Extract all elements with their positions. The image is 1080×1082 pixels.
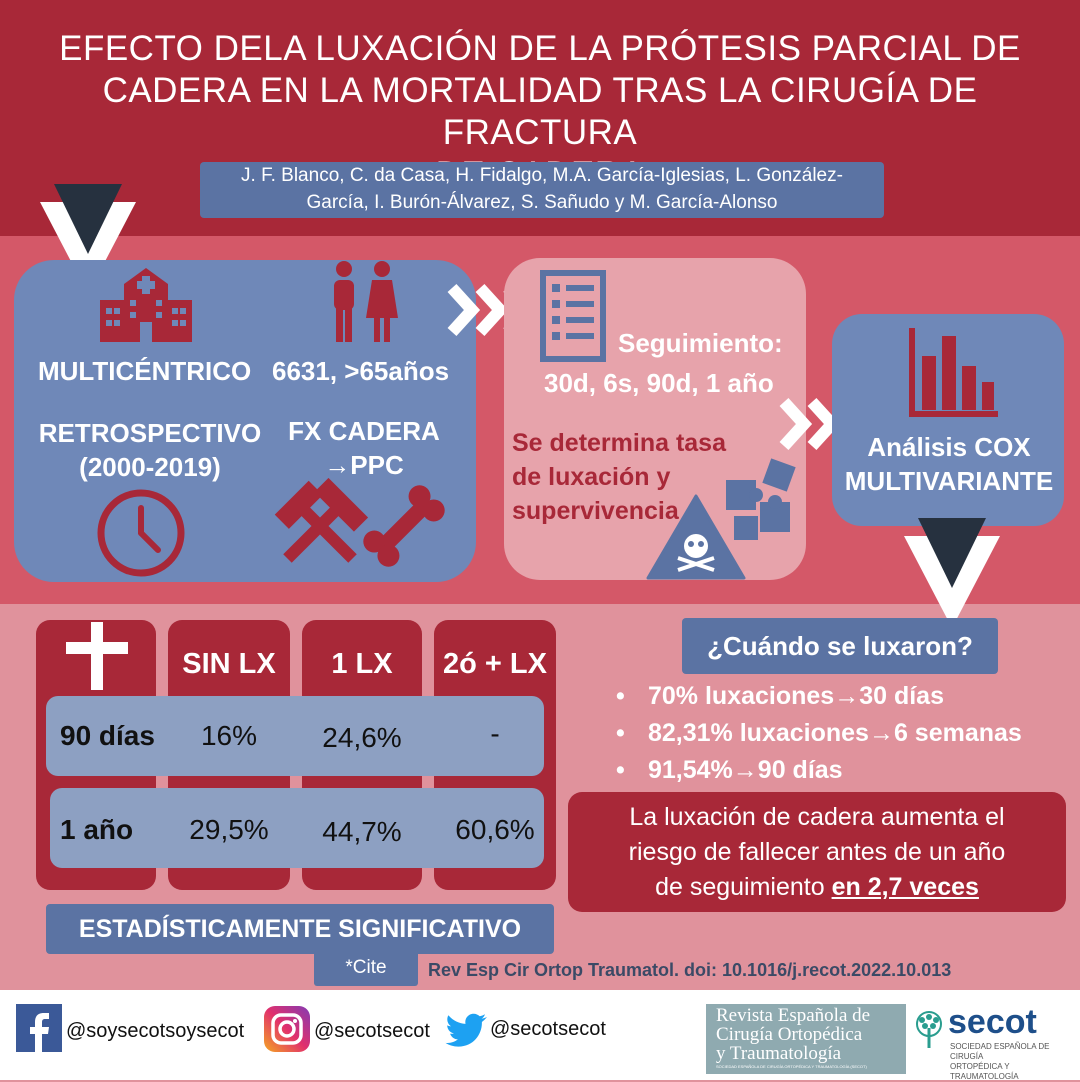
significance-banner: ESTADÍSTICAMENTE SIGNIFICATIVO — [46, 904, 554, 954]
journal-line-2: Cirugía Ortopédica — [716, 1024, 863, 1045]
instagram-handle[interactable]: @secotsecot — [314, 1020, 430, 1042]
journal-line-3: y Traumatología — [716, 1043, 842, 1064]
followup-label: Seguimiento: — [618, 328, 783, 358]
table-cell: 60,6% — [455, 814, 535, 845]
cite-button[interactable]: *Cite — [314, 950, 418, 986]
twitter-icon[interactable] — [442, 1012, 488, 1055]
analysis-line-2: MULTIVARIANTE — [844, 466, 1054, 496]
puzzle-icon — [720, 456, 810, 557]
authors-line-2: García, I. Burón-Álvarez, S. Sañudo y M.… — [306, 192, 778, 213]
title-line-2: CADERA EN LA MORTALIDAD TRAS LA CIRUGÍA … — [102, 71, 978, 152]
bar-chart-icon — [908, 326, 1000, 423]
followup-times: 30d, 6s, 90d, 1 año — [544, 368, 774, 398]
determine-text: Se determina tasa de luxación y superviv… — [512, 426, 772, 528]
determine-line-3: supervivencia — [512, 497, 679, 525]
secot-caption: SOCIEDAD ESPAÑOLA DE CIRUGÍA ORTOPÉDICA … — [950, 1042, 1080, 1082]
retrospective-title: RETROSPECTIVO — [38, 418, 262, 448]
row-label: 1 año — [60, 814, 134, 845]
retrospective-period: (2000-2019) — [79, 452, 221, 482]
list-item: 82,31% luxaciones→6 semanas — [616, 715, 1076, 752]
bone-icon — [358, 480, 450, 577]
conclusion-prefix: de seguimiento — [655, 873, 832, 901]
secot-tree-icon — [912, 1010, 946, 1055]
citation-reference: Rev Esp Cir Ortop Traumatol. doi: 10.101… — [428, 960, 952, 980]
hospital-icon — [98, 266, 194, 349]
determine-line-1: Se determina tasa — [512, 429, 726, 457]
journal-line-1: Revista Española de — [716, 1005, 871, 1026]
secot-logo-text: secot — [948, 1003, 1037, 1041]
retrospective-label: RETROSPECTIVO (2000-2019) — [38, 416, 262, 484]
sample-size-label: 6631, >65años — [272, 356, 450, 386]
multicenter-label: MULTICÉNTRICO — [38, 356, 252, 386]
table-cell: 24,6% — [322, 722, 402, 753]
cross-icon — [62, 620, 132, 697]
clock-icon — [96, 488, 186, 583]
fracture-line-1: FX CADERA — [288, 416, 440, 446]
list-item: 91,54%→90 días — [616, 752, 1076, 789]
column-header: 1 LX — [331, 648, 393, 680]
secot-caption-line-2: ORTOPÉDICA Y TRAUMATOLOGÍA — [950, 1062, 1019, 1081]
authors-box: J. F. Blanco, C. da Casa, H. Fidalgo, M.… — [200, 162, 884, 218]
chevron-down-icon — [904, 518, 1000, 633]
facebook-icon[interactable] — [16, 1004, 62, 1057]
column-header: 2ó + LX — [443, 648, 547, 680]
hazard-icon — [646, 494, 746, 585]
conclusion-line-1: La luxación de cadera aumenta el — [629, 803, 1005, 831]
secot-caption-line-1: SOCIEDAD ESPAÑOLA DE CIRUGÍA — [950, 1042, 1050, 1061]
title-line-1: EFECTO DELA LUXACIÓN DE LA PRÓTESIS PARC… — [59, 29, 1021, 68]
people-icon — [326, 260, 402, 349]
fracture-line-2: →PPC — [324, 450, 404, 480]
chevron-down-icon — [40, 184, 136, 299]
authors-line-1: J. F. Blanco, C. da Casa, H. Fidalgo, M.… — [241, 165, 843, 186]
analysis-line-1: Análisis COX — [867, 432, 1031, 462]
when-bullets: 70% luxaciones→30 días 82,31% luxaciones… — [616, 678, 1076, 789]
journal-logo: Revista Española de Cirugía Ortopédica y… — [706, 1004, 906, 1074]
table-cell: 44,7% — [322, 816, 402, 847]
table-row — [50, 788, 544, 868]
list-item: 70% luxaciones→30 días — [616, 678, 1076, 715]
table-cell: 29,5% — [189, 814, 269, 845]
column-header: SIN LX — [182, 648, 276, 680]
conclusion-line-2: riesgo de fallecer antes de un año — [628, 838, 1006, 866]
facebook-handle[interactable]: @soysecotsoysecot — [66, 1020, 245, 1042]
conclusion-box: La luxación de cadera aumenta el riesgo … — [568, 792, 1066, 912]
table-cell: - — [490, 718, 500, 749]
conclusion-emphasis: en 2,7 veces — [831, 873, 979, 901]
table-row — [46, 696, 544, 776]
conclusion-line-3: de seguimiento en 2,7 veces — [568, 870, 1066, 905]
table-cell: 16% — [200, 720, 258, 751]
analysis-label: Análisis COX MULTIVARIANTE — [836, 430, 1062, 498]
when-question: ¿Cuándo se luxaron? — [682, 618, 998, 674]
checklist-icon — [540, 270, 606, 367]
twitter-handle[interactable]: @secotsecot — [490, 1018, 606, 1040]
fracture-label: FX CADERA →PPC — [274, 414, 454, 482]
determine-line-2: de luxación y — [512, 463, 671, 491]
instagram-icon[interactable] — [264, 1006, 310, 1057]
row-label: 90 días — [60, 720, 155, 751]
hammers-icon — [270, 477, 370, 579]
journal-small-text: SOCIEDAD ESPAÑOLA DE CIRUGÍA ORTOPÉDICA … — [716, 1064, 867, 1069]
